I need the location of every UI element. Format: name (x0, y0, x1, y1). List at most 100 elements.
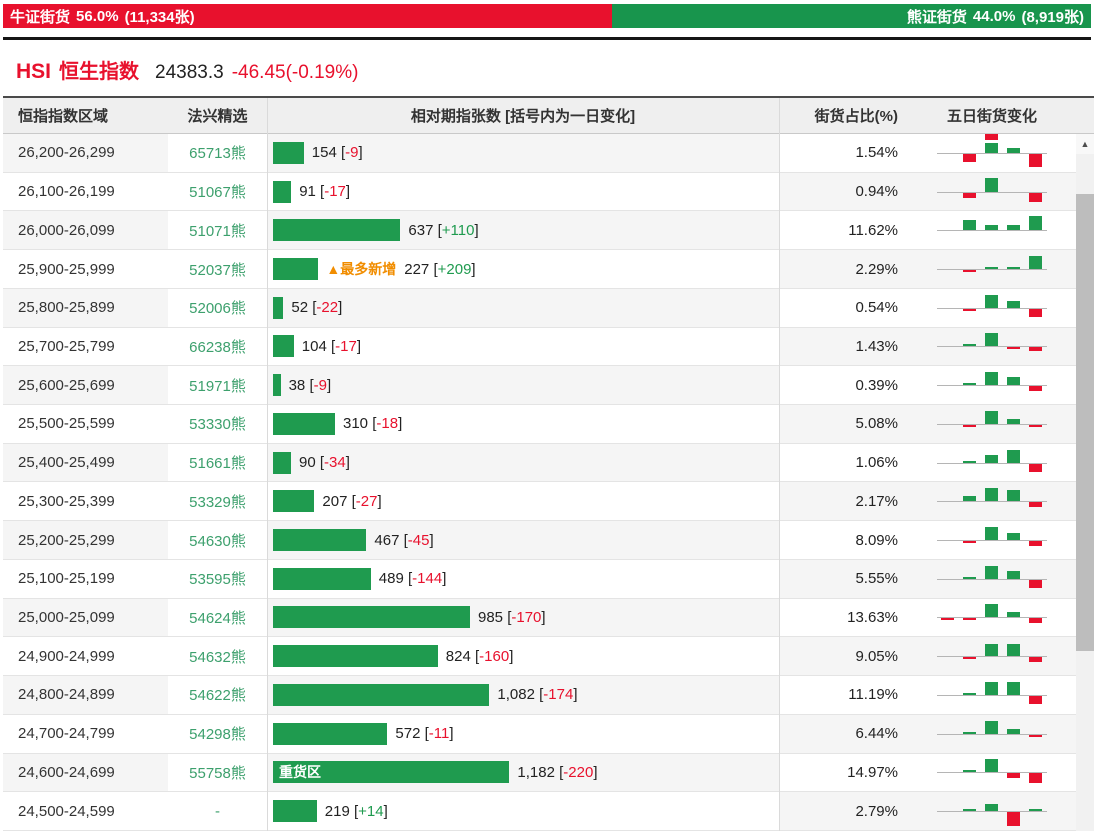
contracts-cell: 90 [-34] (267, 443, 779, 482)
spark-up-bar (1007, 418, 1020, 424)
five-day-sparkline (937, 289, 1047, 327)
five-day-spark-cell (908, 521, 1076, 559)
index-price: 24383.3 (155, 62, 224, 83)
one-day-change: -22 (316, 299, 339, 317)
spark-up-bar (1007, 681, 1020, 695)
contracts-cell: 91 [-17] (267, 173, 779, 211)
spark-down-bar (1029, 153, 1042, 167)
sg-pick-code-link[interactable]: 51661熊 (168, 443, 267, 482)
contracts-cell: 985 [-170] (267, 598, 779, 637)
spark-down-bar (1029, 386, 1042, 392)
five-day-spark-cell (908, 366, 1076, 404)
sg-pick-code-link[interactable]: 53595熊 (168, 559, 267, 598)
spark-down-bar (1029, 192, 1042, 202)
spark-up-bar (1007, 225, 1020, 231)
table-row: 24,800-24,899 54622熊 1,082 [-174] 11.19% (3, 676, 1094, 715)
contracts-cell: 467 [-45] (267, 521, 779, 559)
contracts-bar (273, 490, 315, 513)
spark-down-bar (963, 153, 976, 162)
table-row: 25,300-25,399 53329熊 207 [-27] 2.17% (3, 482, 1094, 522)
outstanding-pct-cell: 0.94% (779, 172, 908, 211)
five-day-sparkline (937, 250, 1047, 288)
contracts-bar (273, 567, 371, 590)
contracts-bar (273, 180, 292, 203)
outstanding-pct-cell: 5.55% (779, 559, 908, 598)
sg-pick-code-link[interactable]: 51071熊 (168, 211, 267, 250)
contracts-cell: 207 [-27] (267, 482, 779, 520)
spark-up-bar (985, 759, 998, 773)
sg-pick-code-link[interactable]: 54630熊 (168, 521, 267, 559)
spark-down-bar (963, 270, 976, 273)
column-divider (779, 98, 780, 831)
sparkline-baseline (937, 230, 1047, 232)
sg-pick-code-link[interactable]: 53330熊 (168, 405, 267, 443)
sg-pick-code-link[interactable]: 66238熊 (168, 327, 267, 366)
table-row: 26,200-26,299 65713熊 154 [-9] 1.54% (3, 134, 1094, 173)
one-day-change: +14 (358, 802, 384, 820)
sg-pick-code-link[interactable]: 54622熊 (168, 676, 267, 714)
contracts-cell: 154 [-9] (267, 134, 779, 172)
column-divider (267, 98, 268, 831)
contracts-bar (273, 335, 294, 358)
five-day-spark-cell (908, 172, 1076, 211)
table-row: 24,700-24,799 54298熊 572 [-11] 6.44% (3, 714, 1094, 754)
spark-down-bar (1029, 773, 1042, 784)
contracts-value: 1,182 [-220] (517, 763, 598, 781)
table-scrollbar[interactable]: ▲ (1076, 134, 1094, 831)
sparkline-baseline (937, 307, 1047, 309)
range-cell: 24,700-24,799 (18, 725, 115, 743)
contracts-cell: 38 [-9] (267, 366, 779, 405)
spark-down-bar (963, 308, 976, 311)
spark-up-bar (985, 372, 998, 386)
sg-pick-code-link[interactable]: 55758熊 (168, 753, 267, 792)
sg-pick-code-link[interactable]: 54298熊 (168, 714, 267, 753)
sg-pick-code-link[interactable]: 51971熊 (168, 366, 267, 405)
contracts-bar (273, 606, 470, 629)
spark-up-bar (1029, 809, 1042, 812)
spark-up-bar (963, 809, 976, 812)
sg-pick-code-link[interactable]: 54624熊 (168, 598, 267, 637)
sparkline-baseline (937, 385, 1047, 387)
sg-pick-code-link[interactable]: 65713熊 (168, 134, 267, 172)
most-added-tag: ▲最多新增 (326, 261, 397, 278)
spark-up-bar (963, 692, 976, 695)
five-day-spark-cell (908, 327, 1076, 366)
contracts-bar: 重货区 (273, 761, 510, 784)
spark-down-bar (963, 657, 976, 660)
header-index-range: 恒指指数区域 (18, 108, 109, 125)
contracts-value: 91 [-17] (299, 183, 351, 201)
contracts-bar (273, 412, 335, 435)
scrollbar-up-arrow-icon[interactable]: ▲ (1076, 134, 1094, 154)
five-day-spark-cell (908, 792, 1076, 830)
bear-gauge-segment: 熊证街货 44.0% (8,919张) (612, 4, 1091, 28)
range-cell: 24,800-24,899 (3, 676, 168, 714)
index-title-row: HSI 恒生指数 24383.3 -46.45(-0.19%) (16, 55, 1094, 84)
sg-pick-code-link[interactable]: 51067熊 (168, 172, 267, 211)
one-day-change: -160 (479, 647, 510, 665)
table-row: 24,600-24,699 55758熊 重货区 1,182 [-220] 14.97% (3, 753, 1094, 793)
sg-pick-code-link[interactable]: 54632熊 (168, 637, 267, 676)
sg-pick-code-link[interactable]: 52037熊 (168, 250, 267, 288)
range-cell: 25,300-25,399 (18, 492, 115, 510)
one-day-change: -170 (511, 608, 542, 626)
spark-up-bar (963, 731, 976, 734)
sparkline-baseline (937, 617, 1047, 619)
bear-gauge-label: 熊证街货 (906, 8, 967, 26)
outstanding-pct-cell: 11.62% (848, 221, 898, 239)
contracts-cell: 310 [-18] (267, 405, 779, 443)
spark-up-bar (1029, 256, 1042, 270)
five-day-spark-cell (908, 211, 1076, 249)
scrollbar-thumb[interactable] (1076, 194, 1094, 651)
sg-pick-code-link[interactable]: 52006熊 (168, 288, 267, 327)
spark-up-bar (1007, 267, 1020, 270)
range-cell: 25,100-25,199 (18, 570, 115, 588)
sg-pick-code-link[interactable]: - (168, 792, 267, 830)
sg-pick-code-link[interactable]: 53329熊 (168, 482, 267, 521)
one-day-change: -34 (324, 454, 346, 472)
sparkline-baseline (937, 578, 1047, 580)
outstanding-pct-cell: 8.09% (855, 531, 898, 549)
index-change: -46.45(-0.19%) (231, 62, 359, 83)
sparkline-baseline (937, 694, 1047, 696)
outstanding-pct-cell: 0.54% (855, 299, 898, 317)
outstanding-pct-cell: 11.19% (848, 686, 898, 704)
